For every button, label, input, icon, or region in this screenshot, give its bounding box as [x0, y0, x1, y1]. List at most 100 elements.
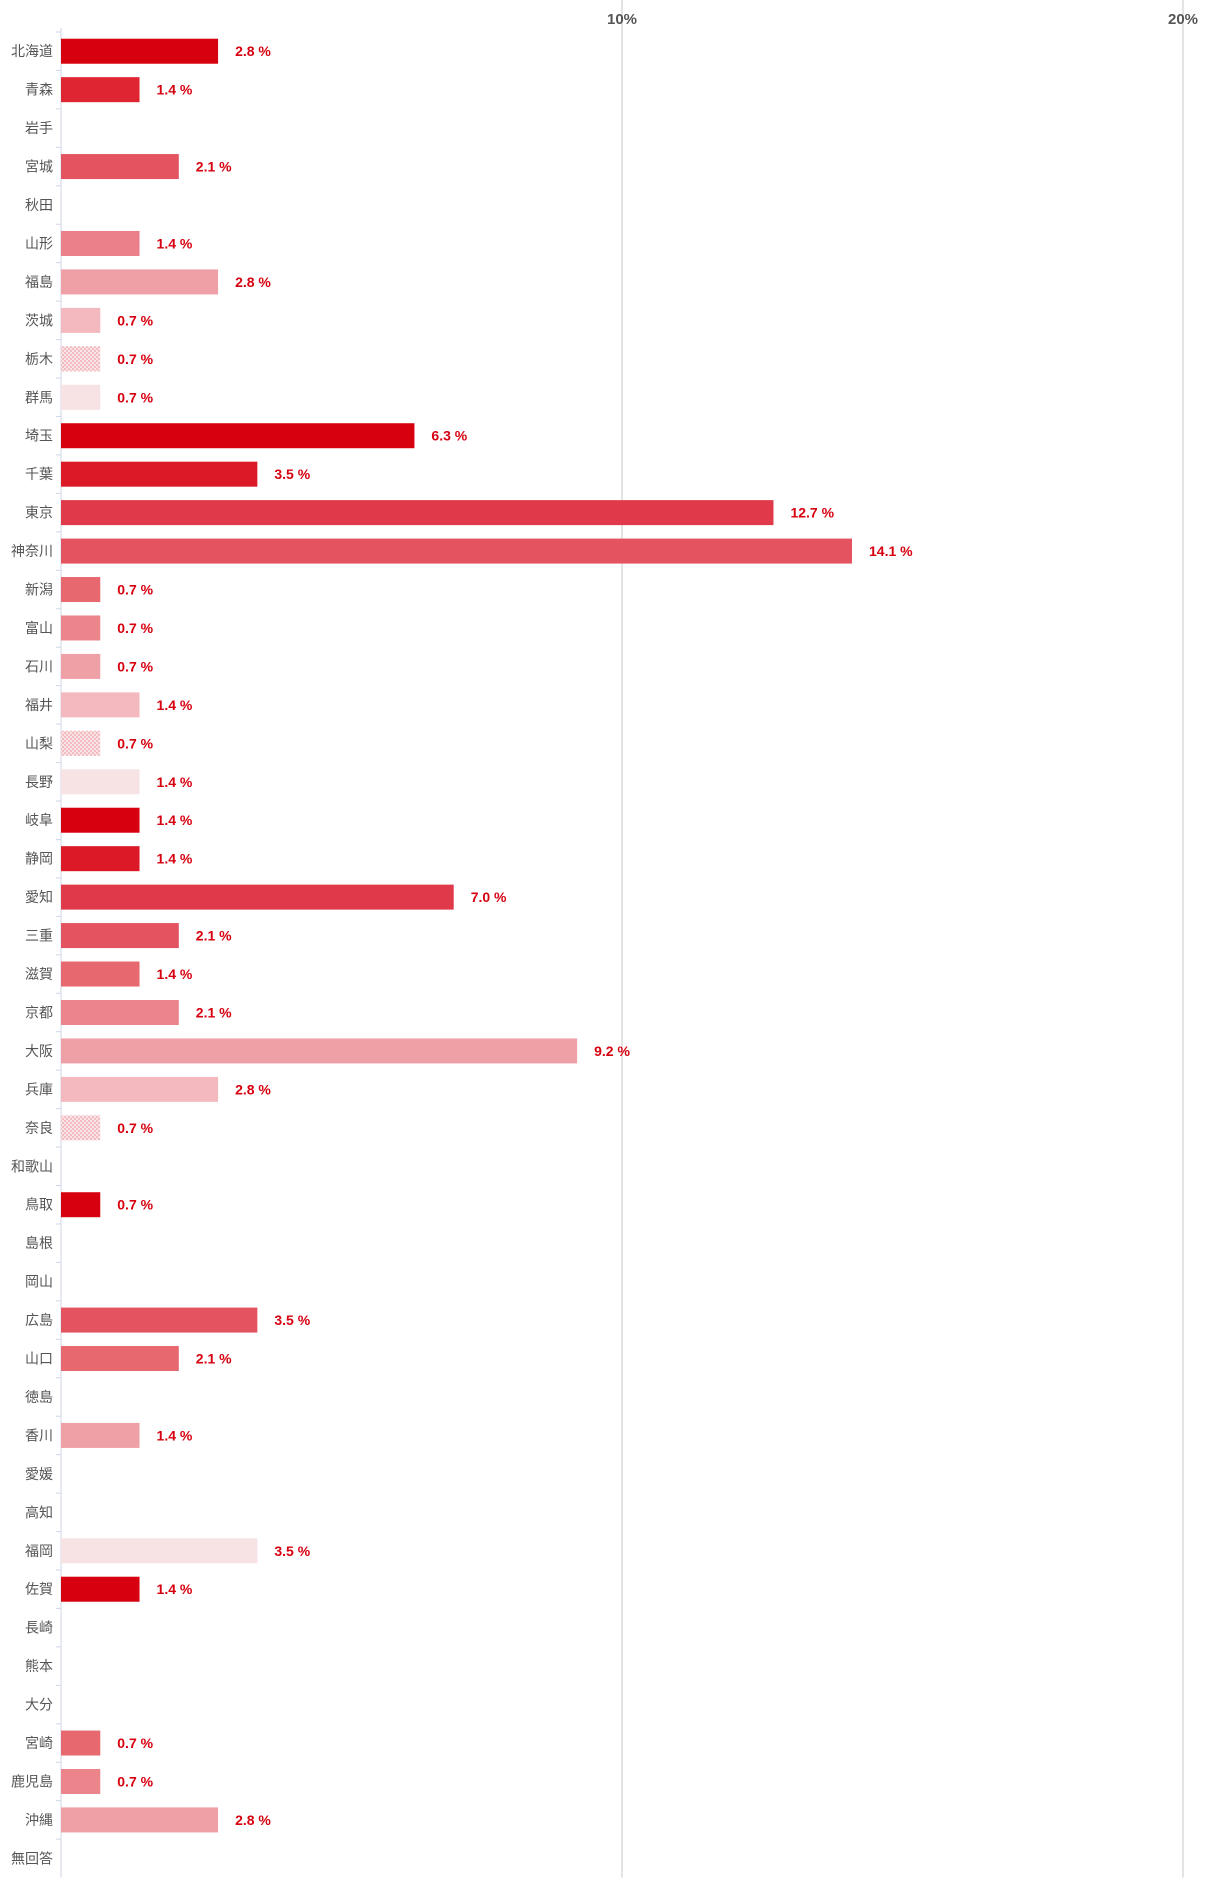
- category-label: 福岡: [25, 1544, 53, 1560]
- value-label: 0.7 %: [117, 658, 153, 674]
- category-label: 茨城: [25, 313, 53, 329]
- bar: [61, 692, 140, 718]
- category-label: 岐阜: [25, 812, 53, 829]
- category-label: 三重: [25, 929, 53, 945]
- category-label: 北海道: [11, 44, 53, 60]
- bar: [61, 807, 140, 833]
- category-label: 京都: [25, 1005, 53, 1021]
- value-label: 1.4 %: [157, 966, 193, 982]
- value-label: 0.7 %: [117, 620, 153, 636]
- bar: [61, 154, 179, 180]
- value-label: 2.8 %: [235, 43, 271, 59]
- value-label: 3.5 %: [274, 1312, 310, 1328]
- value-label: 7.0 %: [471, 889, 507, 905]
- category-label: 長野: [25, 775, 53, 791]
- bar: [61, 307, 101, 333]
- category-label: 佐賀: [25, 1582, 53, 1598]
- bar: [61, 500, 774, 526]
- category-label: 秋田: [25, 198, 53, 214]
- category-label: 香川: [25, 1428, 53, 1444]
- value-label: 9.2 %: [594, 1043, 630, 1059]
- category-label: 徳島: [25, 1390, 53, 1406]
- bar: [61, 1346, 179, 1372]
- bar: [61, 230, 140, 256]
- category-label: 千葉: [25, 467, 53, 483]
- category-label: 青森: [25, 83, 53, 99]
- category-label: 群馬: [25, 390, 53, 406]
- bar: [61, 1076, 219, 1102]
- value-label: 0.7 %: [117, 312, 153, 328]
- category-label: 長崎: [25, 1621, 53, 1637]
- value-label: 0.7 %: [117, 1120, 153, 1136]
- gridlines: [621, 0, 1184, 1878]
- category-axis: [56, 28, 62, 1878]
- value-label: 1.4 %: [157, 774, 193, 790]
- value-label: 14.1 %: [869, 543, 913, 559]
- x-tick-label: 10%: [607, 11, 637, 28]
- bar: [61, 923, 179, 949]
- bar: [61, 269, 219, 295]
- category-label: 福井: [25, 698, 53, 714]
- category-label: 石川: [25, 659, 53, 675]
- value-label: 0.7 %: [117, 1735, 153, 1751]
- bar: [61, 846, 140, 872]
- category-label: 島根: [25, 1236, 53, 1252]
- bar: [61, 615, 101, 641]
- value-label: 2.8 %: [235, 1081, 271, 1097]
- bar: [61, 961, 140, 987]
- value-label: 2.1 %: [196, 159, 232, 175]
- category-labels: 北海道青森岩手宮城秋田山形福島茨城栃木群馬埼玉千葉東京神奈川新潟富山石川福井山梨…: [11, 44, 53, 1867]
- category-label: 鳥取: [25, 1198, 53, 1214]
- bar: [61, 423, 415, 449]
- bar: [61, 1115, 101, 1141]
- value-label: 2.8 %: [235, 274, 271, 290]
- category-label: 岡山: [25, 1275, 53, 1291]
- bar: [61, 461, 258, 487]
- value-label: 0.7 %: [117, 1197, 153, 1213]
- value-label: 1.4 %: [157, 1581, 193, 1597]
- bar: [61, 1730, 101, 1756]
- category-label: 山梨: [25, 736, 53, 752]
- value-label: 1.4 %: [157, 1427, 193, 1443]
- value-label: 1.4 %: [157, 82, 193, 98]
- bar: [61, 1307, 258, 1333]
- category-label: 山形: [25, 236, 53, 252]
- value-label: 6.3 %: [431, 428, 467, 444]
- bar: [61, 1192, 101, 1218]
- value-label: 0.7 %: [117, 351, 153, 367]
- x-tick-labels: 10% 20%: [607, 11, 1198, 28]
- category-label: 無回答: [11, 1850, 53, 1867]
- category-label: 高知: [25, 1504, 53, 1521]
- category-label: 福島: [25, 275, 53, 291]
- bar: [61, 1576, 140, 1602]
- category-label: 東京: [25, 506, 53, 522]
- category-label: 広島: [25, 1313, 53, 1329]
- value-label: 2.1 %: [196, 928, 232, 944]
- bar: [61, 1538, 258, 1564]
- bar: [61, 346, 101, 372]
- value-label: 0.7 %: [117, 735, 153, 751]
- bar: [61, 38, 219, 64]
- bar: [61, 1422, 140, 1448]
- value-label: 0.7 %: [117, 1773, 153, 1789]
- value-label: 2.1 %: [196, 1351, 232, 1367]
- value-label: 1.4 %: [157, 697, 193, 713]
- bar: [61, 653, 101, 679]
- bar: [61, 1807, 219, 1833]
- category-label: 愛知: [25, 889, 53, 906]
- category-label: 和歌山: [11, 1159, 53, 1175]
- value-label: 0.7 %: [117, 582, 153, 598]
- value-label: 12.7 %: [790, 505, 834, 521]
- bar: [61, 884, 454, 910]
- value-label: 3.5 %: [274, 466, 310, 482]
- category-label: 静岡: [25, 852, 53, 868]
- value-label: 1.4 %: [157, 812, 193, 828]
- bar: [61, 538, 853, 564]
- value-labels: 2.8 % 1.4 % 2.1 % 1.4 % 2.8 % 0.7 % 0.7 % 0.7 %…: [117, 43, 913, 1828]
- category-label: 山口: [25, 1352, 53, 1368]
- category-label: 大阪: [25, 1044, 53, 1060]
- value-label: 1.4 %: [157, 235, 193, 251]
- category-label: 滋賀: [25, 967, 53, 983]
